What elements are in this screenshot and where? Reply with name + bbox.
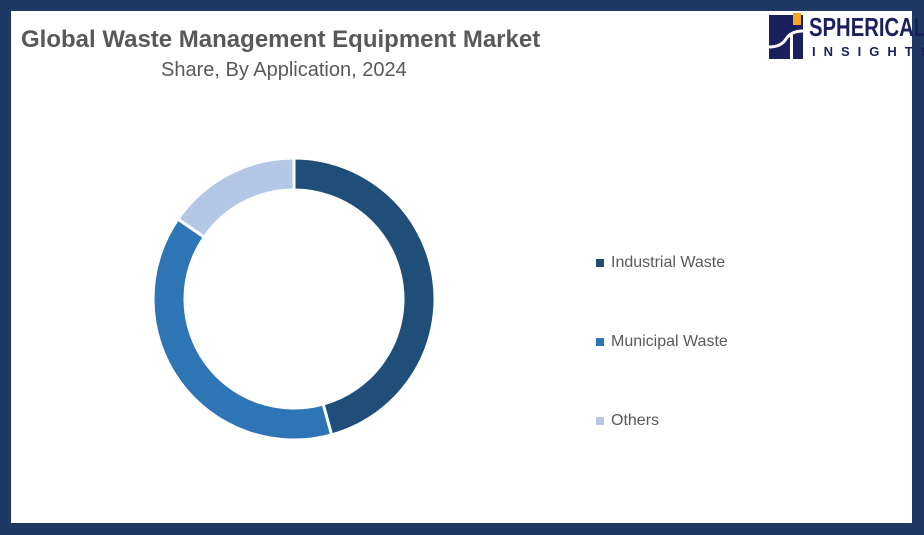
donut-slice-industrial-waste[interactable] bbox=[292, 156, 437, 437]
legend-swatch bbox=[596, 337, 604, 346]
legend-item-others[interactable]: Others bbox=[596, 381, 728, 460]
legend-label: Others bbox=[611, 411, 660, 429]
legend-item-municipal-waste[interactable]: Municipal Waste bbox=[596, 302, 728, 381]
legend-swatch bbox=[596, 416, 604, 425]
legend: Industrial Waste Municipal Waste Others bbox=[596, 223, 728, 460]
chart-panel: Global Waste Management Equipment Market… bbox=[11, 11, 924, 523]
logo-text-top: SPHERICAL bbox=[809, 12, 924, 42]
logo-text-bottom: INSIGHTS bbox=[812, 44, 924, 59]
legend-label: Municipal Waste bbox=[611, 332, 728, 350]
chart-subtitle: Share, By Application, 2024 bbox=[161, 59, 407, 81]
legend-label: Industrial Waste bbox=[611, 253, 726, 271]
chart-title: Global Waste Management Equipment Market bbox=[21, 26, 541, 53]
logo-mark-icon bbox=[769, 13, 804, 59]
donut-chart bbox=[151, 156, 437, 442]
donut-slice-municipal-waste[interactable] bbox=[151, 216, 334, 442]
legend-item-industrial-waste[interactable]: Industrial Waste bbox=[596, 223, 728, 302]
legend-swatch bbox=[596, 258, 604, 267]
donut-slice-others[interactable] bbox=[175, 156, 296, 240]
spherical-insights-logo: SPHERICAL INSIGHTS bbox=[769, 11, 924, 61]
